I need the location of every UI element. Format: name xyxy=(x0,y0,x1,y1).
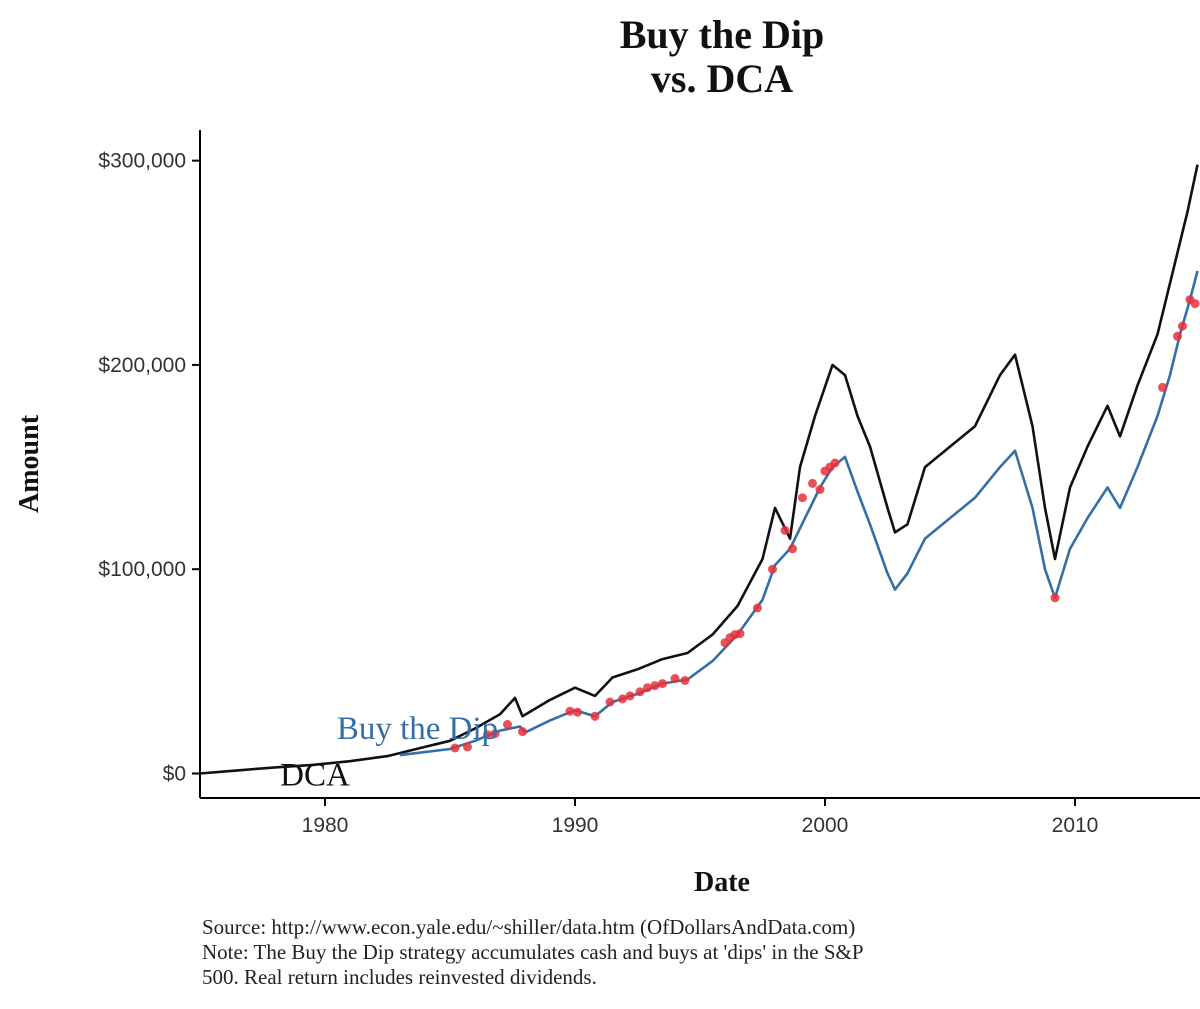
x-tick-label: 2010 xyxy=(1052,814,1099,837)
dip-buy-point xyxy=(503,720,512,729)
y-ticks: $0 $100,000 $200,000 $300,000 xyxy=(98,150,200,785)
dip-buy-point xyxy=(670,674,680,683)
dip-buy-point xyxy=(1178,321,1187,331)
dip-buy-point xyxy=(590,711,600,721)
dip-buy-point xyxy=(650,681,660,691)
dip-buy-point xyxy=(518,727,527,737)
dip-buy-point xyxy=(573,707,582,717)
x-tick-label: 2000 xyxy=(802,814,849,837)
dip-buy-point xyxy=(625,691,635,701)
dip-buy-point xyxy=(753,603,762,613)
dip-buy-point xyxy=(1190,299,1200,309)
series-layer xyxy=(199,164,1199,775)
dip-buy-point xyxy=(1158,382,1167,392)
dip-buy-point xyxy=(1050,593,1060,603)
dip-buy-point xyxy=(1173,331,1182,341)
dip-buy-point xyxy=(735,629,745,639)
dip-buy-point xyxy=(808,478,817,488)
dip-buy-point xyxy=(658,679,667,689)
y-tick-label: $100,000 xyxy=(98,558,186,581)
x-ticks: 1980 1990 2000 2010 xyxy=(302,798,1099,837)
dip-buy-point xyxy=(798,493,807,503)
dip-buy-point xyxy=(788,544,797,554)
chart-notes: Source: http://www.econ.yale.edu/~shille… xyxy=(202,915,864,989)
dip-buy-point xyxy=(618,694,627,704)
x-axis-title: Date xyxy=(694,867,750,898)
source-note: Source: http://www.econ.yale.edu/~shille… xyxy=(202,915,855,939)
strategy-note-line-2: 500. Real return includes reinvested div… xyxy=(202,965,597,989)
y-tick-label: $200,000 xyxy=(98,354,186,377)
dip-buy-point xyxy=(768,564,777,574)
y-tick-label: $300,000 xyxy=(98,150,186,173)
dip-buy-point xyxy=(643,683,652,693)
dip-buy-point xyxy=(605,697,615,707)
chart-title-line-1: Buy the Dip xyxy=(620,12,825,57)
dip-buy-point xyxy=(815,485,825,494)
dip-buy-point xyxy=(680,676,690,685)
dip-buy-point xyxy=(830,458,840,468)
series-labels: Buy the Dip DCA xyxy=(280,711,498,794)
series-label-dca: DCA xyxy=(280,758,350,794)
x-tick-label: 1980 xyxy=(302,814,349,837)
x-tick-label: 1990 xyxy=(552,814,599,837)
y-tick-label: $0 xyxy=(163,762,186,785)
series-line-buy-the-dip xyxy=(399,270,1199,757)
dip-buy-point xyxy=(635,687,645,697)
dip-buy-point xyxy=(565,706,575,716)
chart-title: Buy the Dip vs. DCA xyxy=(620,12,825,101)
axes xyxy=(199,130,1200,799)
dip-buy-markers xyxy=(450,295,1200,753)
series-label-buy-the-dip: Buy the Dip xyxy=(337,711,498,747)
dip-buy-point xyxy=(463,742,472,752)
dip-buy-point xyxy=(450,743,460,753)
y-axis-title: Amount xyxy=(14,414,45,513)
chart-title-line-2: vs. DCA xyxy=(651,56,793,101)
strategy-note-line-1: Note: The Buy the Dip strategy accumulat… xyxy=(202,940,864,964)
dip-buy-point xyxy=(483,730,492,740)
dip-buy-point xyxy=(490,729,500,739)
dip-buy-point xyxy=(780,525,790,535)
series-line-dca xyxy=(199,164,1199,775)
